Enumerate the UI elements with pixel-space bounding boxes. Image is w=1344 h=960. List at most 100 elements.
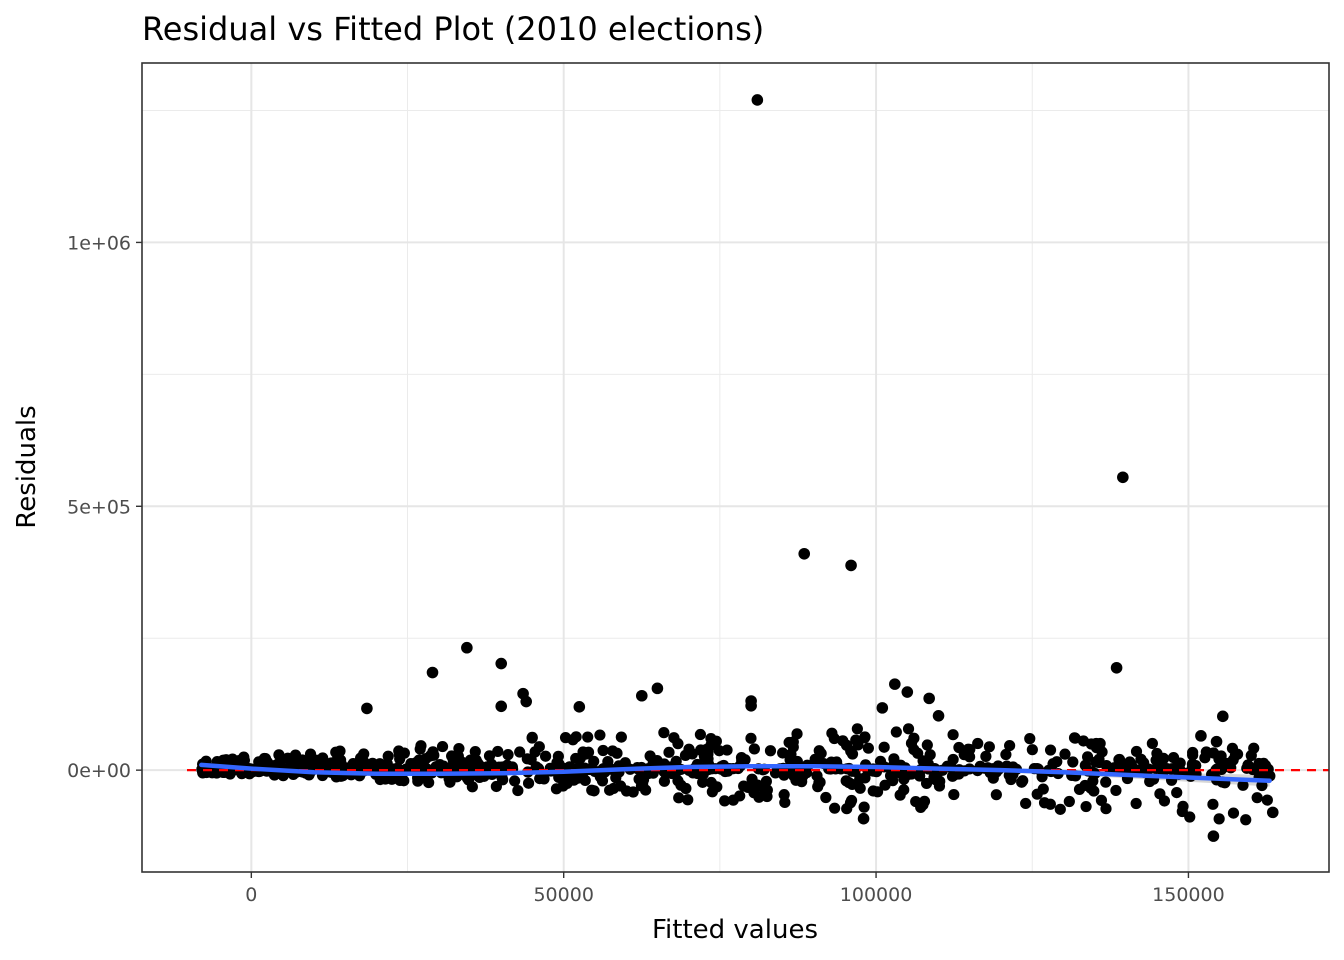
data-point — [841, 803, 853, 815]
data-point — [355, 752, 367, 764]
data-point — [947, 729, 959, 741]
data-point — [1176, 805, 1188, 818]
data-point — [423, 776, 435, 789]
data-point — [588, 785, 600, 797]
outlier-point — [932, 709, 945, 722]
outlier-point — [876, 702, 889, 714]
data-point — [1187, 749, 1199, 761]
x-tick-label: 150000 — [1152, 884, 1225, 906]
data-point — [529, 746, 541, 758]
data-point — [846, 748, 859, 760]
outlier-point — [520, 695, 533, 708]
outlier-point — [857, 812, 870, 825]
data-point — [1036, 771, 1048, 783]
data-point — [1135, 753, 1147, 765]
data-point — [748, 787, 760, 799]
data-point — [1237, 779, 1249, 791]
data-point — [796, 776, 808, 788]
data-point — [436, 740, 449, 753]
data-point — [310, 759, 322, 772]
data-point — [826, 727, 838, 739]
data-point — [466, 781, 478, 793]
data-point — [738, 780, 750, 792]
data-point — [697, 768, 709, 780]
outlier-point — [1266, 806, 1279, 819]
data-point — [658, 727, 670, 739]
data-point — [1100, 760, 1113, 772]
data-point — [1207, 798, 1219, 810]
data-point — [272, 758, 284, 770]
data-point — [854, 782, 866, 794]
data-point — [469, 745, 481, 758]
outlier-point — [461, 641, 473, 654]
data-point — [1227, 807, 1240, 819]
data-point — [694, 728, 707, 741]
data-point — [597, 744, 609, 757]
data-point — [1174, 757, 1186, 769]
data-point — [658, 775, 670, 787]
data-point — [1026, 744, 1038, 756]
data-point — [858, 801, 870, 813]
data-point — [908, 743, 920, 756]
data-point — [552, 750, 564, 762]
data-point — [1038, 797, 1051, 809]
y-tick-label: 0e+00 — [67, 760, 131, 782]
data-point — [382, 750, 394, 762]
data-point — [851, 723, 863, 735]
data-point — [502, 749, 514, 761]
outlier-point — [889, 678, 901, 690]
data-point — [1231, 748, 1244, 760]
data-point — [758, 783, 770, 795]
data-point — [980, 750, 992, 762]
data-point — [840, 775, 852, 787]
data-point — [1146, 737, 1158, 750]
data-point — [238, 754, 251, 766]
data-point — [217, 754, 229, 766]
data-point — [514, 746, 526, 758]
data-point — [379, 773, 391, 785]
data-point — [1213, 813, 1225, 825]
data-point — [428, 749, 440, 761]
data-point — [1100, 803, 1112, 815]
data-point — [953, 741, 965, 754]
x-tick-label: 100000 — [840, 884, 913, 906]
data-point — [1144, 775, 1156, 788]
data-point — [1245, 749, 1257, 762]
data-point — [1241, 762, 1253, 774]
data-point — [1171, 787, 1183, 799]
data-point — [582, 731, 594, 743]
data-point — [1054, 803, 1066, 815]
data-point — [604, 784, 616, 796]
data-point — [534, 772, 546, 785]
x-axis-ticks: 0 50000 100000 150000 — [245, 872, 1225, 906]
data-point — [1154, 788, 1166, 800]
data-point — [867, 785, 879, 797]
data-point — [672, 738, 684, 750]
data-point — [1004, 739, 1016, 752]
data-point — [577, 746, 589, 758]
data-point — [934, 775, 946, 787]
data-point — [764, 745, 777, 757]
data-point — [1077, 735, 1090, 747]
data-point — [777, 747, 789, 759]
outlier-point — [798, 547, 811, 560]
data-point — [711, 781, 723, 793]
data-point — [890, 726, 902, 738]
data-point — [1044, 744, 1057, 756]
data-point — [710, 735, 722, 747]
data-point — [490, 780, 502, 793]
outlier-point — [1110, 661, 1123, 674]
outlier-point — [923, 692, 935, 705]
data-point — [570, 752, 582, 765]
data-point — [739, 754, 751, 766]
data-point — [815, 747, 827, 760]
data-point — [594, 729, 606, 741]
chart-title: Residual vs Fitted Plot (2010 elections) — [142, 10, 764, 48]
data-point — [1261, 794, 1273, 806]
data-point — [1000, 748, 1012, 761]
data-point — [228, 755, 240, 767]
data-point — [1037, 783, 1049, 795]
outlier-point — [495, 700, 508, 713]
data-point — [1125, 758, 1137, 770]
data-point — [415, 740, 427, 752]
